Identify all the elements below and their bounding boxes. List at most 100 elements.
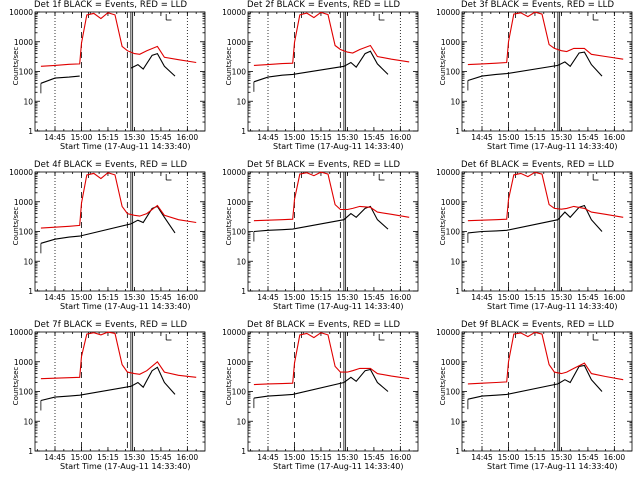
lld-series-line bbox=[40, 172, 197, 229]
x-tick-label: 14:45 bbox=[44, 133, 66, 142]
x-tick-label: 15:30 bbox=[551, 453, 573, 462]
plot-frame bbox=[247, 11, 419, 132]
x-tick-label: 15:00 bbox=[498, 453, 520, 462]
x-tick-label: 15:45 bbox=[363, 453, 385, 462]
x-tick-label: 15:15 bbox=[97, 133, 119, 142]
x-tick-label: 14:45 bbox=[471, 293, 493, 302]
y-tick-label: 10000 bbox=[436, 8, 460, 17]
events-series-line bbox=[40, 52, 176, 84]
x-tick-label: 15:30 bbox=[337, 133, 359, 142]
x-tick-label: 15:45 bbox=[150, 453, 172, 462]
events-series-line bbox=[253, 368, 389, 399]
x-tick-label: 15:45 bbox=[363, 293, 385, 302]
x-tick-label: 15:15 bbox=[310, 133, 332, 142]
x-axis-label: Start Time (17-Aug-11 14:33:40) bbox=[60, 142, 191, 151]
x-tick-label: 15:30 bbox=[551, 293, 573, 302]
y-tick-label: 100 bbox=[446, 68, 461, 77]
x-tick-label: 15:45 bbox=[150, 133, 172, 142]
y-tick-label: 1000 bbox=[14, 358, 33, 367]
x-tick-label: 14:45 bbox=[471, 133, 493, 142]
y-tick-label: 1000 bbox=[441, 358, 460, 367]
y-axis-label: Counts/sec bbox=[12, 206, 20, 246]
x-tick-label: 15:30 bbox=[124, 293, 146, 302]
x-axis-label: Start Time (17-Aug-11 14:33:40) bbox=[273, 142, 404, 151]
x-tick-label: 15:00 bbox=[498, 293, 520, 302]
events-series-line bbox=[253, 205, 389, 233]
x-tick-label: 15:00 bbox=[71, 293, 93, 302]
y-axis-label: Counts/sec bbox=[12, 366, 20, 406]
y-tick-label: 10 bbox=[23, 97, 33, 106]
y-tick-label: 100 bbox=[232, 388, 247, 397]
x-tick-label: 14:45 bbox=[257, 293, 279, 302]
x-tick-label: 16:00 bbox=[177, 453, 199, 462]
chart-svg: 1 10 100 1000 10000 14:45 15:00 15:15 15:30 15:45… bbox=[436, 168, 633, 302]
x-tick-label: 15:15 bbox=[97, 293, 119, 302]
y-tick-label: 10 bbox=[23, 257, 33, 266]
y-tick-label: 10 bbox=[23, 417, 33, 426]
x-tick-label: 16:00 bbox=[390, 293, 412, 302]
y-tick-label: 1000 bbox=[441, 38, 460, 47]
x-tick-label: 15:00 bbox=[71, 453, 93, 462]
y-tick-label: 100 bbox=[232, 68, 247, 77]
detector-panel: 1 10 100 1000 10000 14:45 15:00 15:15 15:30 15:45… bbox=[0, 160, 213, 320]
y-tick-label: 1000 bbox=[441, 198, 460, 207]
detector-panel: 1 10 100 1000 10000 14:45 15:00 15:15 15:30 15:45… bbox=[427, 160, 640, 320]
lld-series-line bbox=[40, 331, 197, 380]
y-tick-label: 100 bbox=[232, 228, 247, 237]
events-series-line bbox=[467, 51, 603, 82]
x-tick-label: 15:15 bbox=[524, 453, 546, 462]
x-tick-label: 16:00 bbox=[177, 293, 199, 302]
x-tick-label: 14:45 bbox=[44, 293, 66, 302]
y-tick-label: 1000 bbox=[227, 38, 246, 47]
detector-panel: 1 10 100 1000 10000 14:45 15:00 15:15 15:30 15:45… bbox=[213, 160, 426, 320]
y-tick-label: 10000 bbox=[9, 8, 33, 17]
y-tick-label: 10 bbox=[450, 97, 460, 106]
detector-panel: 1 10 100 1000 10000 14:45 15:00 15:15 15:30 15:45… bbox=[213, 0, 426, 160]
chart-svg: 1 10 100 1000 10000 14:45 15:00 15:15 15:30 15:45… bbox=[436, 328, 633, 462]
y-tick-label: 1 bbox=[455, 287, 460, 296]
y-tick-label: 10000 bbox=[222, 168, 246, 177]
y-tick-label: 1 bbox=[455, 127, 460, 136]
chart-svg: 1 10 100 1000 10000 14:45 15:00 15:15 15:30 15:45… bbox=[9, 328, 206, 462]
panel-title: Det 5f BLACK = Events, RED = LLD bbox=[247, 160, 401, 170]
y-axis-label: Counts/sec bbox=[439, 366, 447, 406]
x-tick-label: 15:30 bbox=[337, 293, 359, 302]
x-tick-label: 16:00 bbox=[604, 293, 626, 302]
x-tick-label: 16:00 bbox=[390, 133, 412, 142]
y-axis-label: Counts/sec bbox=[12, 46, 20, 86]
panel-title: Det 9f BLACK = Events, RED = LLD bbox=[461, 320, 615, 330]
lld-series-line bbox=[253, 11, 410, 66]
plot-frame bbox=[461, 331, 633, 452]
plot-frame bbox=[247, 331, 419, 452]
panel-title: Det 4f BLACK = Events, RED = LLD bbox=[34, 160, 188, 170]
y-tick-label: 1000 bbox=[14, 38, 33, 47]
y-axis-label: Counts/sec bbox=[225, 46, 233, 86]
detector-panel: 1 10 100 1000 10000 14:45 15:00 15:15 15:30 15:45… bbox=[427, 320, 640, 480]
x-tick-label: 14:45 bbox=[44, 453, 66, 462]
x-tick-label: 16:00 bbox=[177, 133, 199, 142]
x-tick-label: 15:00 bbox=[498, 133, 520, 142]
y-tick-label: 1000 bbox=[227, 198, 246, 207]
y-tick-label: 100 bbox=[19, 388, 34, 397]
x-axis-label: Start Time (17-Aug-11 14:33:40) bbox=[273, 302, 404, 311]
x-tick-label: 14:45 bbox=[257, 453, 279, 462]
events-series-line bbox=[467, 364, 603, 400]
y-tick-label: 10 bbox=[236, 97, 246, 106]
x-tick-label: 14:45 bbox=[257, 133, 279, 142]
y-axis-label: Counts/sec bbox=[225, 206, 233, 246]
x-tick-label: 15:45 bbox=[577, 453, 599, 462]
panel-title: Det 7f BLACK = Events, RED = LLD bbox=[34, 320, 188, 330]
plot-frame bbox=[461, 11, 633, 132]
chart-svg: 1 10 100 1000 10000 14:45 15:00 15:15 15:30 15:45… bbox=[436, 8, 633, 142]
y-axis-label: Counts/sec bbox=[439, 46, 447, 86]
y-tick-label: 10 bbox=[450, 417, 460, 426]
detector-panel: 1 10 100 1000 10000 14:45 15:00 15:15 15:30 15:45… bbox=[0, 320, 213, 480]
x-tick-label: 15:45 bbox=[577, 293, 599, 302]
y-tick-label: 1000 bbox=[14, 198, 33, 207]
x-tick-label: 15:15 bbox=[97, 453, 119, 462]
lld-series-line bbox=[467, 171, 624, 222]
x-axis-label: Start Time (17-Aug-11 14:33:40) bbox=[60, 302, 191, 311]
x-tick-label: 15:30 bbox=[124, 133, 146, 142]
x-tick-label: 15:00 bbox=[284, 453, 306, 462]
